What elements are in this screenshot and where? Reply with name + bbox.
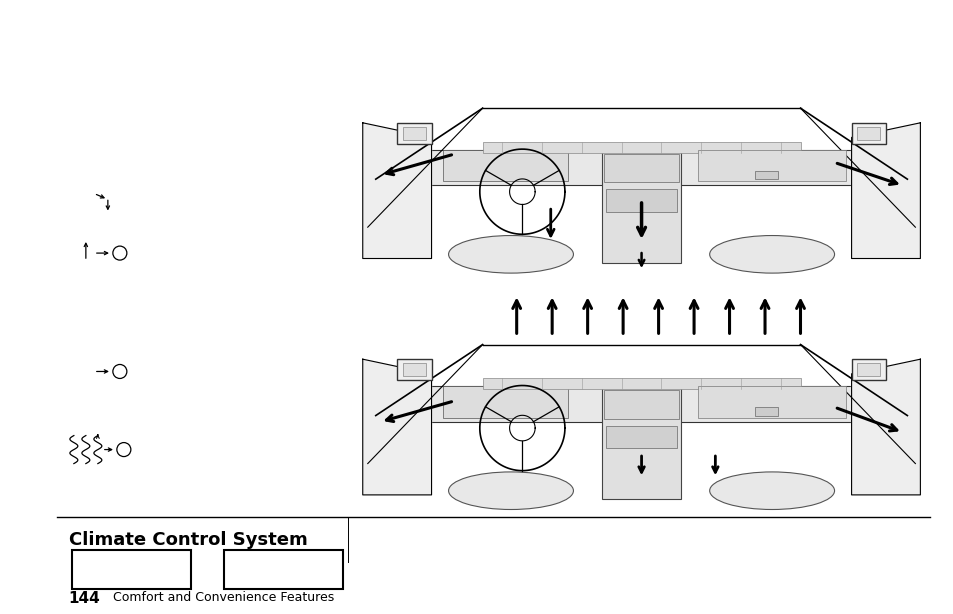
Bar xyxy=(605,189,677,212)
Ellipse shape xyxy=(709,472,834,510)
Bar xyxy=(857,363,879,376)
Text: 144: 144 xyxy=(69,591,100,606)
Bar xyxy=(397,359,431,380)
Bar xyxy=(224,550,343,589)
Bar xyxy=(403,386,879,422)
Bar xyxy=(603,391,679,419)
Bar xyxy=(403,150,879,185)
Bar xyxy=(601,150,680,263)
Bar xyxy=(442,386,567,418)
Polygon shape xyxy=(362,123,431,258)
Bar xyxy=(403,363,425,376)
Bar xyxy=(357,71,924,279)
Bar xyxy=(357,307,924,516)
Ellipse shape xyxy=(709,236,834,273)
Bar xyxy=(698,386,845,418)
Bar xyxy=(851,123,884,144)
Bar xyxy=(403,127,425,139)
Bar xyxy=(605,426,677,448)
Polygon shape xyxy=(851,359,920,495)
Bar xyxy=(754,171,777,179)
Bar xyxy=(851,359,884,380)
Bar xyxy=(482,142,800,153)
Polygon shape xyxy=(851,123,920,258)
Polygon shape xyxy=(362,359,431,495)
Bar xyxy=(482,378,800,389)
Bar xyxy=(397,123,431,144)
Text: Comfort and Convenience Features: Comfort and Convenience Features xyxy=(112,591,334,604)
Ellipse shape xyxy=(448,236,573,273)
Bar xyxy=(698,150,845,181)
Bar xyxy=(857,127,879,139)
Bar xyxy=(71,550,191,589)
Bar xyxy=(442,150,567,181)
Bar xyxy=(754,407,777,416)
Bar xyxy=(603,154,679,182)
Ellipse shape xyxy=(448,472,573,510)
Text: Climate Control System: Climate Control System xyxy=(69,531,307,549)
Bar xyxy=(601,386,680,499)
